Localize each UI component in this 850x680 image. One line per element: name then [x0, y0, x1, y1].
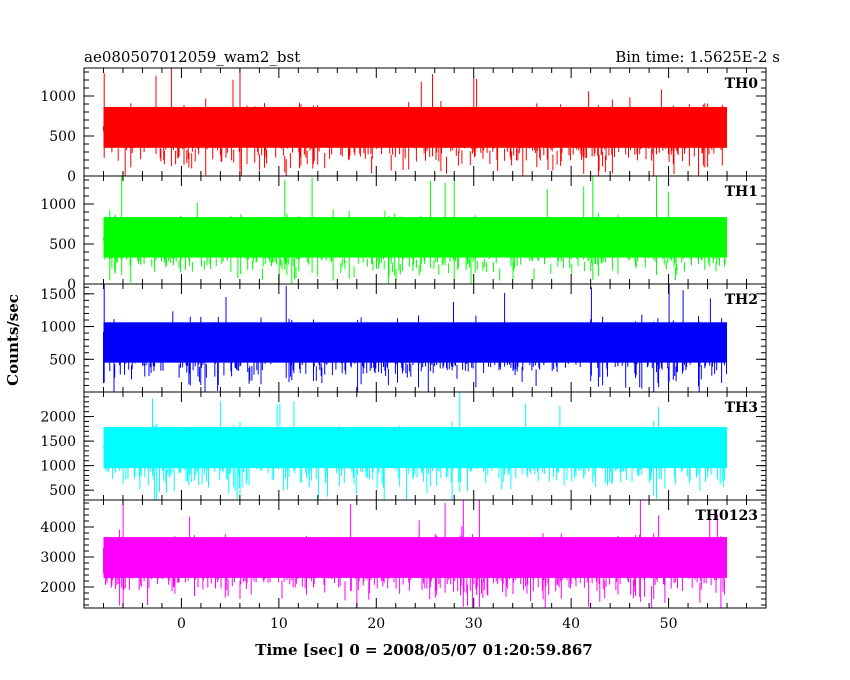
y-tick-label: 500	[49, 352, 76, 368]
y-tick-label: 1000	[40, 320, 76, 336]
x-tick-label: 20	[367, 616, 385, 632]
x-tick-label: 50	[660, 616, 678, 632]
panel-label-th0: TH0	[725, 76, 759, 92]
y-tick-label: 4000	[40, 520, 76, 536]
panel-th3: 500 1000 1500 2000 TH3	[40, 391, 767, 501]
y-tick-label: 0	[67, 169, 76, 185]
series-core-th0123	[103, 537, 728, 578]
series-core-th1	[103, 217, 728, 258]
series-core-th3	[103, 427, 728, 469]
y-tick-label: 1000	[40, 197, 76, 213]
panel-th0: 0 500 1000 TH0	[40, 67, 767, 185]
chart-title: ae080507012059_wam2_bst	[84, 48, 300, 66]
y-tick-label: 500	[49, 483, 76, 499]
panel-th0123: 2000 3000 4000 TH0123	[40, 499, 767, 609]
x-tick-label: 40	[562, 616, 580, 632]
x-tick-label: 30	[465, 616, 483, 632]
y-tick-label: 1500	[40, 287, 76, 303]
y-tick-label: 0	[67, 277, 76, 293]
y-tick-label: 2000	[40, 410, 76, 426]
y-tick-label: 500	[49, 129, 76, 145]
y-tick-label: 1500	[40, 434, 76, 450]
panel-label-th3: TH3	[725, 400, 758, 416]
y-tick-label: 2000	[40, 580, 76, 596]
y-tick-label: 1000	[40, 89, 76, 105]
panel-label-th2: TH2	[725, 292, 758, 308]
y-axis-label: Counts/sec	[4, 294, 22, 386]
series-core-th2	[103, 322, 728, 363]
series-core-th0	[103, 107, 728, 148]
y-tick-label: 1000	[40, 459, 76, 475]
panel-th1: 0 500 1000 TH1	[40, 175, 767, 293]
y-tick-label: 3000	[40, 550, 76, 566]
panel-label-th0123: TH0123	[695, 508, 758, 524]
panel-th2: 500 1000 1500 TH2	[40, 283, 767, 393]
panel-label-th1: TH1	[725, 184, 758, 200]
panel-frame	[83, 499, 767, 609]
x-tick-label: 10	[270, 616, 288, 632]
y-tick-label: 500	[49, 237, 76, 253]
x-axis-label: Time [sec] 0 = 2008/05/07 01:20:59.867	[255, 641, 592, 659]
bin-time-label: Bin time: 1.5625E-2 s	[615, 48, 780, 66]
x-tick-label: 0	[177, 616, 186, 632]
